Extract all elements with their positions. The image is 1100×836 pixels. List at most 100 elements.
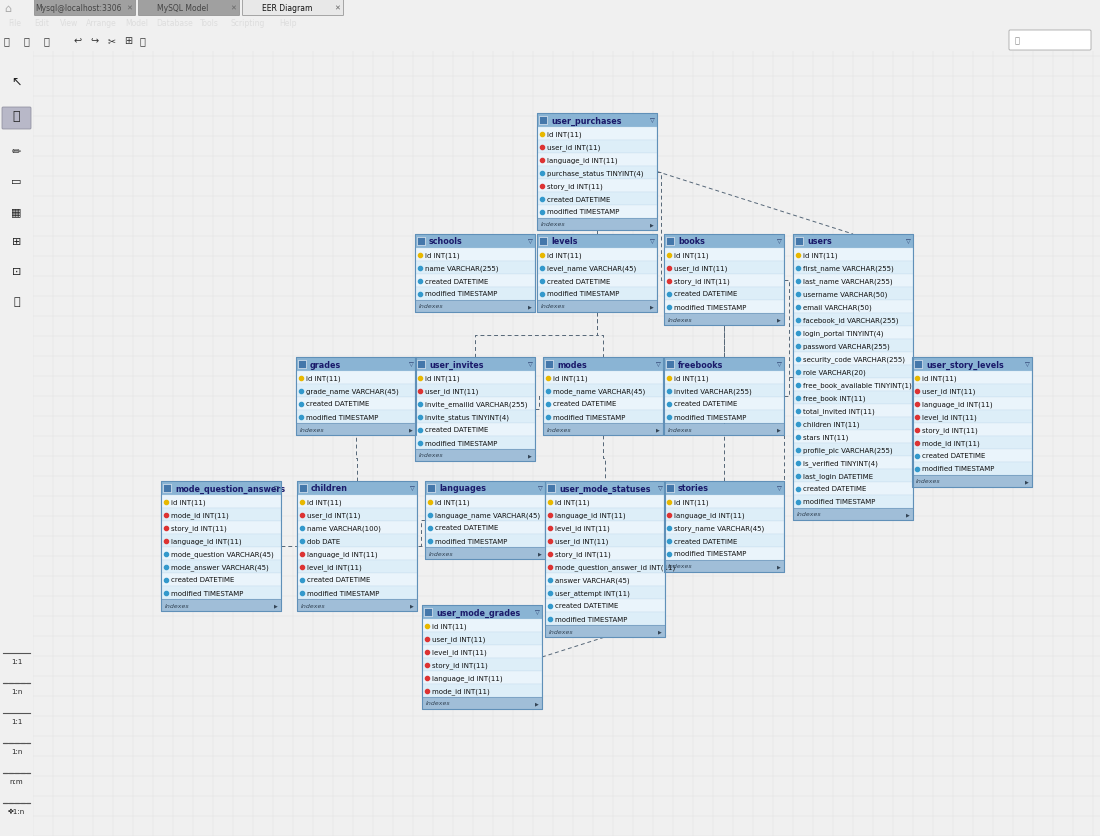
Text: modified TIMESTAMP: modified TIMESTAMP xyxy=(553,414,626,420)
Text: ✋: ✋ xyxy=(13,110,20,124)
Bar xyxy=(912,476,1032,487)
Text: 🔍: 🔍 xyxy=(1015,37,1020,45)
Bar xyxy=(296,385,416,398)
Bar xyxy=(537,180,657,193)
Text: free_book_available TINYINT(1): free_book_available TINYINT(1) xyxy=(803,382,912,389)
Text: children INT(11): children INT(11) xyxy=(803,421,859,427)
Text: Indexes: Indexes xyxy=(668,317,693,322)
Text: modified TIMESTAMP: modified TIMESTAMP xyxy=(803,499,876,505)
Text: role VARCHAR(20): role VARCHAR(20) xyxy=(803,369,866,375)
Text: ▽: ▽ xyxy=(274,486,278,491)
Text: modified TIMESTAMP: modified TIMESTAMP xyxy=(674,304,747,310)
Bar xyxy=(297,534,417,548)
Bar xyxy=(544,560,666,573)
Bar xyxy=(425,482,544,496)
Text: ▶: ▶ xyxy=(650,304,653,309)
Bar xyxy=(422,605,542,619)
Text: 📂: 📂 xyxy=(24,36,30,46)
Text: modified TIMESTAMP: modified TIMESTAMP xyxy=(674,551,747,557)
Bar xyxy=(161,534,280,548)
Bar xyxy=(793,443,913,456)
Text: story_id INT(11): story_id INT(11) xyxy=(432,661,487,668)
Bar xyxy=(161,508,280,522)
Text: Indexes: Indexes xyxy=(426,701,451,706)
Text: 1:n: 1:n xyxy=(11,688,22,694)
Bar xyxy=(664,410,784,424)
Text: id INT(11): id INT(11) xyxy=(674,498,708,505)
Bar xyxy=(415,248,535,262)
Bar xyxy=(793,431,913,443)
Bar xyxy=(417,360,425,369)
Bar xyxy=(793,417,913,431)
Text: Indexes: Indexes xyxy=(429,551,453,556)
Text: invite_emailid VARCHAR(255): invite_emailid VARCHAR(255) xyxy=(425,400,528,407)
Text: mode_id INT(11): mode_id INT(11) xyxy=(922,440,980,446)
Bar xyxy=(664,371,784,385)
Text: levels: levels xyxy=(551,237,578,247)
Bar xyxy=(793,456,913,470)
Bar xyxy=(537,235,657,313)
Text: ▶: ▶ xyxy=(410,603,414,608)
Text: 💾: 💾 xyxy=(44,36,50,46)
Text: Indexes: Indexes xyxy=(916,479,940,484)
Text: books: books xyxy=(678,237,705,247)
Bar xyxy=(664,248,784,262)
Bar xyxy=(425,534,544,548)
Text: story_id INT(11): story_id INT(11) xyxy=(547,183,603,190)
Text: ▽: ▽ xyxy=(777,486,781,491)
Bar xyxy=(425,548,544,559)
Text: id INT(11): id INT(11) xyxy=(922,375,957,381)
Bar xyxy=(297,482,417,611)
Bar xyxy=(664,560,784,573)
Text: name VARCHAR(255): name VARCHAR(255) xyxy=(425,265,498,272)
Bar xyxy=(296,358,416,371)
Text: language_id INT(11): language_id INT(11) xyxy=(170,538,242,544)
Text: total_invited INT(11): total_invited INT(11) xyxy=(803,408,874,415)
Bar xyxy=(793,508,913,520)
Text: mode_question_answers: mode_question_answers xyxy=(175,484,285,493)
Bar xyxy=(297,522,417,534)
Bar xyxy=(537,140,657,154)
Bar xyxy=(664,548,784,560)
Text: created DATETIME: created DATETIME xyxy=(434,525,498,531)
Bar xyxy=(664,496,784,508)
Text: modified TIMESTAMP: modified TIMESTAMP xyxy=(922,466,994,472)
Bar xyxy=(537,193,657,206)
Text: ⊞: ⊞ xyxy=(124,36,132,46)
Bar xyxy=(544,496,666,508)
Text: modified TIMESTAMP: modified TIMESTAMP xyxy=(556,616,627,622)
Bar xyxy=(544,534,666,548)
Text: freebooks: freebooks xyxy=(678,360,724,369)
Text: user_id INT(11): user_id INT(11) xyxy=(674,265,727,272)
Bar xyxy=(298,360,306,369)
Text: modified TIMESTAMP: modified TIMESTAMP xyxy=(547,291,619,297)
Bar xyxy=(544,625,666,637)
Bar xyxy=(415,410,535,424)
Text: last_login DATETIME: last_login DATETIME xyxy=(803,472,873,479)
Bar xyxy=(161,482,280,611)
Text: n:m: n:m xyxy=(10,778,23,784)
Bar xyxy=(544,573,666,586)
Bar xyxy=(912,385,1032,398)
Bar xyxy=(666,237,674,246)
Text: created DATETIME: created DATETIME xyxy=(547,278,611,284)
Bar xyxy=(543,424,663,436)
Text: ▶: ▶ xyxy=(274,603,278,608)
Bar xyxy=(793,288,913,301)
Text: ▶: ▶ xyxy=(777,563,781,568)
FancyBboxPatch shape xyxy=(242,1,343,17)
Bar xyxy=(537,288,657,301)
Bar xyxy=(793,248,913,262)
Bar xyxy=(422,684,542,697)
Text: free_book INT(11): free_book INT(11) xyxy=(803,395,866,401)
Bar xyxy=(543,410,663,424)
Text: security_code VARCHAR(255): security_code VARCHAR(255) xyxy=(803,355,905,363)
Bar xyxy=(544,586,666,599)
Text: Indexes: Indexes xyxy=(668,427,693,432)
Bar xyxy=(793,470,913,482)
Bar xyxy=(912,450,1032,462)
Text: created DATETIME: created DATETIME xyxy=(553,401,616,407)
Text: mode_question VARCHAR(45): mode_question VARCHAR(45) xyxy=(170,550,274,558)
Text: created DATETIME: created DATETIME xyxy=(307,577,371,583)
FancyBboxPatch shape xyxy=(34,1,135,17)
